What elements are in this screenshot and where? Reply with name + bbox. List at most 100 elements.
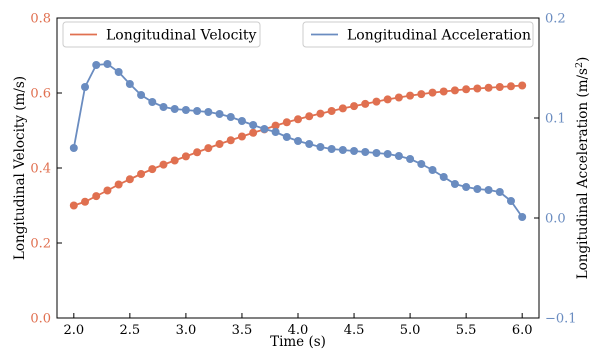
longitudinal-velocity-point bbox=[103, 186, 112, 195]
longitudinal-velocity-point bbox=[282, 118, 291, 127]
longitudinal-velocity-point bbox=[506, 82, 515, 91]
longitudinal-acceleration-point bbox=[294, 137, 302, 145]
left-y-tick-label: 0.4 bbox=[30, 162, 51, 177]
longitudinal-acceleration-point bbox=[237, 117, 246, 125]
longitudinal-velocity-point bbox=[428, 88, 437, 97]
longitudinal-velocity-point bbox=[484, 83, 493, 92]
longitudinal-acceleration-point bbox=[462, 183, 471, 191]
longitudinal-velocity-point bbox=[473, 84, 482, 93]
longitudinal-acceleration-point bbox=[92, 61, 101, 69]
longitudinal-acceleration-point bbox=[170, 105, 179, 113]
ticks-layer: 2.0 2.5 3.0 3.5 4.0 4.5 5.0 5.5 6.0 0.0 0.2 0.4 0.6 0… bbox=[30, 12, 576, 339]
right-y-axis-title-superscript: 2 bbox=[574, 62, 585, 68]
longitudinal-velocity-point bbox=[159, 160, 168, 169]
longitudinal-acceleration-point bbox=[69, 144, 78, 152]
longitudinal-acceleration-point bbox=[439, 173, 448, 181]
x-tick-label: 6.0 bbox=[512, 323, 533, 338]
longitudinal-velocity-point bbox=[327, 107, 336, 115]
longitudinal-acceleration-point bbox=[226, 113, 235, 121]
left-y-tick-label: 0.0 bbox=[30, 312, 51, 327]
longitudinal-acceleration-point bbox=[81, 83, 90, 91]
longitudinal-acceleration-point bbox=[338, 146, 347, 154]
right-y-axis-title-close: ) bbox=[575, 57, 591, 62]
right-y-tick-label: −0.1 bbox=[545, 312, 577, 327]
longitudinal-acceleration-point bbox=[125, 80, 134, 88]
right-y-tick-label: 0.0 bbox=[545, 212, 566, 227]
longitudinal-acceleration-point bbox=[282, 133, 291, 141]
x-tick-label: 3.0 bbox=[176, 323, 197, 338]
longitudinal-acceleration-point bbox=[327, 145, 336, 153]
longitudinal-acceleration-point bbox=[148, 98, 157, 106]
series-layer bbox=[69, 60, 527, 221]
left-y-tick-label: 0.8 bbox=[30, 12, 51, 27]
longitudinal-velocity-point bbox=[148, 165, 157, 174]
longitudinal-velocity-point bbox=[215, 140, 224, 148]
x-axis-title: Time (s) bbox=[270, 334, 326, 350]
longitudinal-acceleration-point bbox=[215, 110, 224, 118]
longitudinal-velocity-point bbox=[316, 109, 325, 118]
longitudinal-acceleration-point bbox=[406, 155, 415, 163]
legend-acceleration-box bbox=[302, 21, 534, 48]
longitudinal-velocity-point bbox=[372, 97, 381, 106]
longitudinal-velocity-point bbox=[495, 83, 504, 91]
longitudinal-acceleration-point bbox=[193, 107, 202, 115]
left-y-tick-label: 0.6 bbox=[30, 87, 51, 102]
longitudinal-velocity-point bbox=[394, 93, 403, 102]
longitudinal-acceleration-point bbox=[137, 91, 146, 99]
longitudinal-velocity-point bbox=[81, 197, 90, 206]
longitudinal-velocity-point bbox=[249, 128, 258, 137]
plot-frame bbox=[56, 17, 540, 319]
longitudinal-velocity-point bbox=[350, 102, 359, 111]
legend-velocity: Longitudinal Velocity bbox=[62, 21, 261, 48]
x-tick-label: 2.5 bbox=[120, 323, 141, 338]
longitudinal-acceleration-point bbox=[495, 188, 504, 196]
right-y-axis-title: Longitudinal Acceleration (m/s2) bbox=[574, 57, 591, 280]
right-y-axis-title-base: Longitudinal Acceleration (m/s bbox=[575, 68, 591, 279]
longitudinal-acceleration-point bbox=[361, 148, 370, 156]
longitudinal-velocity-point bbox=[383, 95, 392, 104]
longitudinal-acceleration-point bbox=[484, 186, 493, 194]
longitudinal-acceleration-point bbox=[506, 197, 515, 205]
left-y-axis-title: Longitudinal Velocity (m/s) bbox=[12, 76, 28, 260]
longitudinal-velocity-point bbox=[271, 121, 280, 130]
longitudinal-velocity-point bbox=[204, 144, 213, 153]
right-y-tick-label: 0.1 bbox=[545, 112, 566, 127]
longitudinal-acceleration-point bbox=[204, 108, 213, 116]
longitudinal-velocity-point bbox=[305, 112, 314, 121]
longitudinal-velocity-point bbox=[450, 86, 459, 95]
longitudinal-acceleration-point bbox=[350, 147, 359, 155]
longitudinal-acceleration-point bbox=[417, 160, 426, 168]
longitudinal-acceleration-point bbox=[260, 125, 269, 133]
longitudinal-velocity-point bbox=[114, 180, 123, 189]
longitudinal-acceleration-point bbox=[518, 213, 527, 221]
x-tick-label: 4.0 bbox=[288, 323, 309, 338]
legend-acceleration: Longitudinal Acceleration bbox=[302, 21, 534, 48]
longitudinal-velocity-point bbox=[193, 148, 202, 157]
x-tick-label: 2.0 bbox=[63, 323, 84, 338]
longitudinal-velocity-point bbox=[361, 99, 370, 108]
legend-velocity-box bbox=[62, 21, 261, 48]
longitudinal-velocity-point bbox=[338, 104, 347, 113]
longitudinal-acceleration-point bbox=[372, 149, 381, 157]
longitudinal-velocity-point bbox=[181, 152, 190, 161]
longitudinal-acceleration-point bbox=[428, 166, 437, 174]
longitudinal-acceleration-point bbox=[103, 60, 112, 68]
longitudinal-acceleration-point bbox=[316, 143, 325, 151]
right-y-tick-label: 0.2 bbox=[545, 12, 566, 27]
longitudinal-velocity-point bbox=[170, 156, 179, 165]
longitudinal-acceleration-point bbox=[473, 185, 482, 193]
x-tick-label: 5.5 bbox=[456, 323, 477, 338]
longitudinal-velocity-point bbox=[226, 136, 235, 145]
longitudinal-velocity-point bbox=[69, 201, 78, 210]
x-tick-label: 4.5 bbox=[344, 323, 365, 338]
legend-velocity-label: Longitudinal Velocity bbox=[106, 28, 257, 44]
longitudinal-velocity-point bbox=[125, 175, 134, 184]
longitudinal-velocity-point bbox=[92, 192, 101, 201]
longitudinal-acceleration-point bbox=[394, 152, 403, 160]
left-y-tick-label: 0.2 bbox=[30, 237, 51, 252]
longitudinal-velocity-point bbox=[137, 170, 146, 178]
longitudinal-velocity-point bbox=[439, 87, 448, 96]
longitudinal-velocity-point bbox=[462, 85, 471, 94]
longitudinal-acceleration-point bbox=[249, 121, 258, 129]
